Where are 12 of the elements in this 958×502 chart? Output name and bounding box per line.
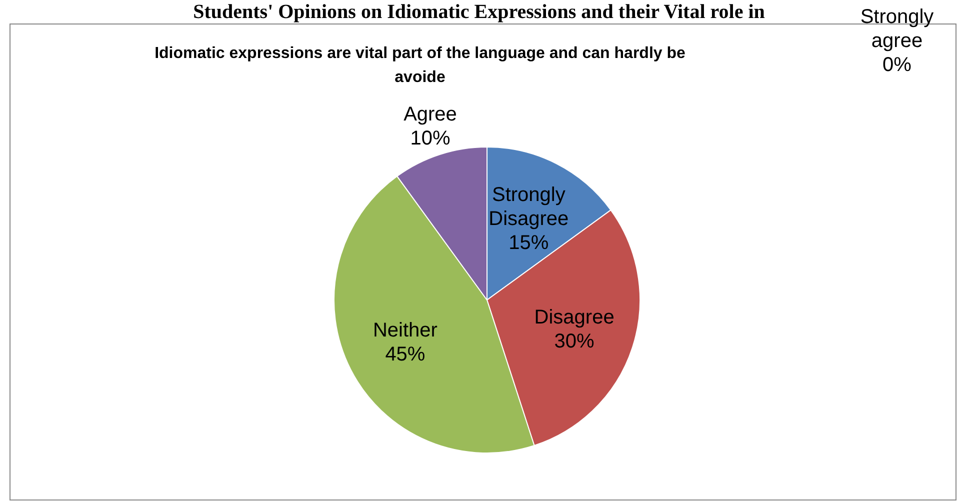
text: 0% [882,54,912,76]
data-label: 30% [554,330,595,352]
slice-label: Strongly Disagree [488,184,569,230]
chart-title: Idiomatic expressions are vital part of the language and can hardly be avoide [154,45,686,86]
data-label: 15% [508,232,549,254]
text: Students' Opinions on Idiomatic Expressions and their Vital role in [193,1,765,23]
slice-label: Neither [372,320,438,342]
data-label: 45% [385,344,426,366]
slice-label: Disagree [534,306,614,328]
slice-label: Agree [404,103,457,126]
data-label: 10% [410,127,450,150]
category-label: Strongly agree [860,6,934,52]
